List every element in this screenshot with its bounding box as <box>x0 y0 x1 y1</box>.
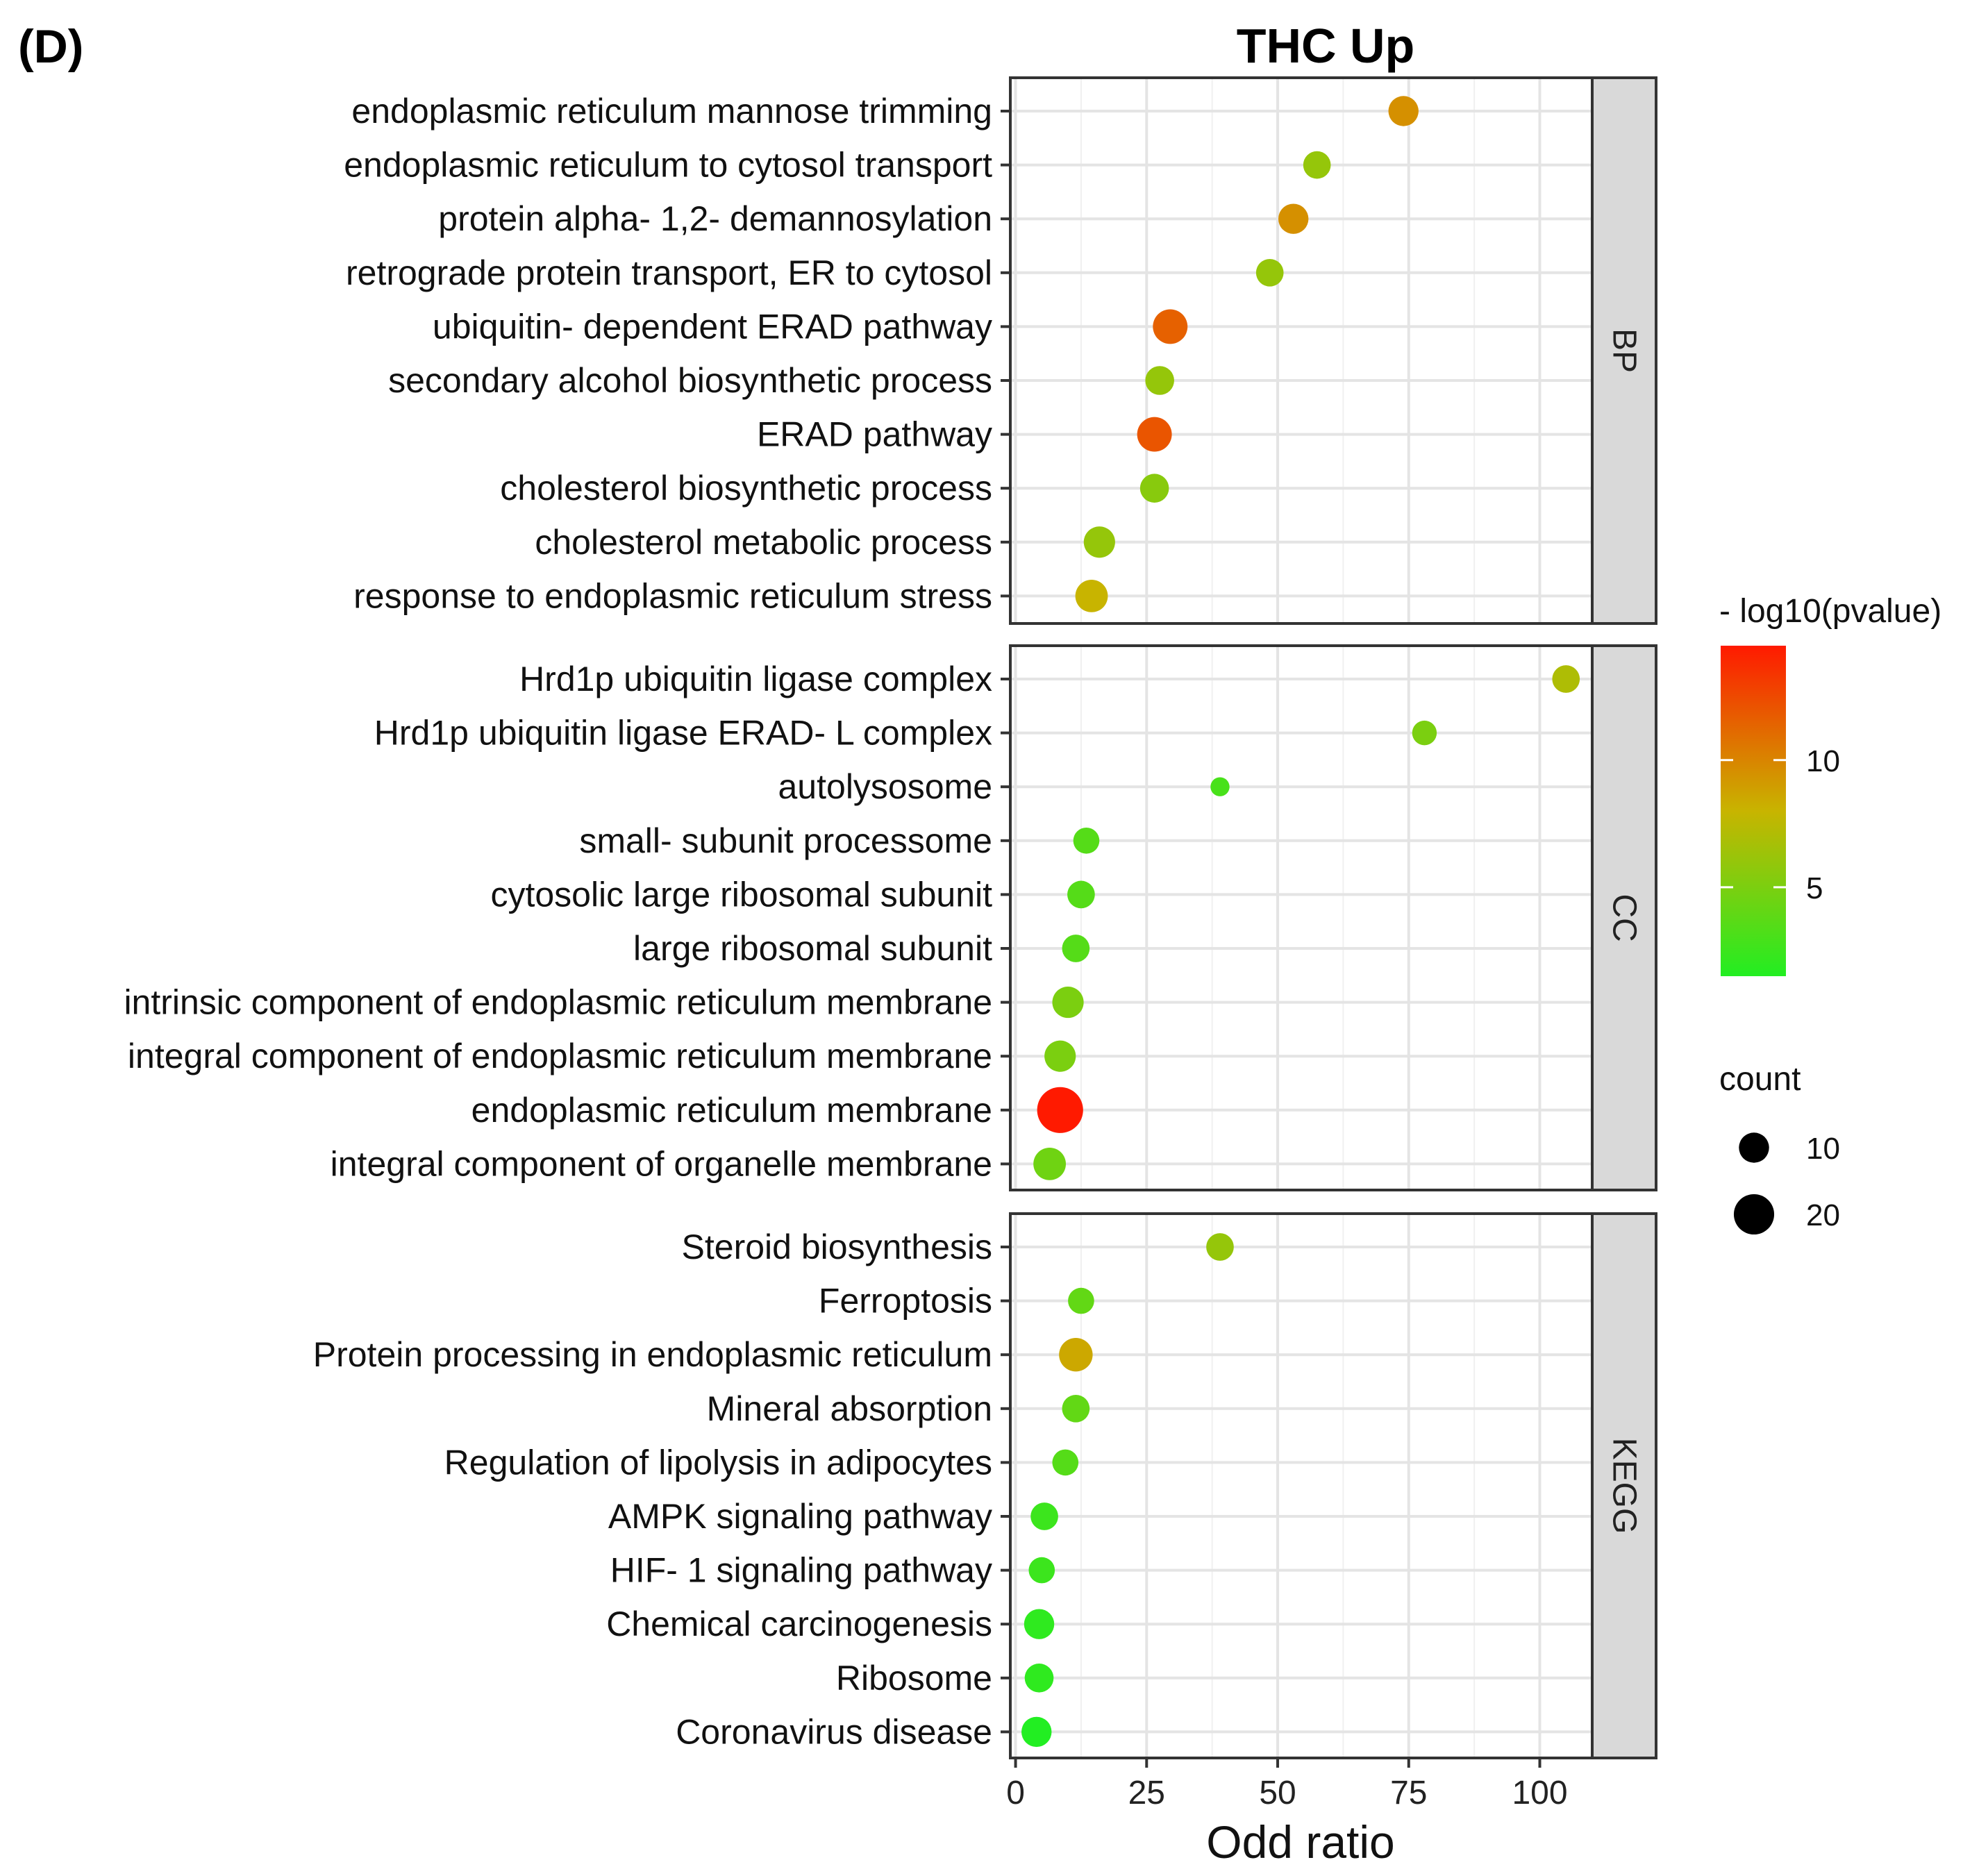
term-point: AMPK signaling pathway: 5.5 <box>1030 1502 1058 1530</box>
x-tick-label: 25 <box>1128 1775 1165 1811</box>
term-point: retrograde protein transport, ER to cyto… <box>1255 258 1284 287</box>
term-point: Ribosome: 4.5 <box>1024 1664 1054 1693</box>
term-label: retrograde protein transport, ER to cyto… <box>346 253 992 292</box>
facet-strip <box>1591 76 1657 625</box>
term-point: ubiquitin- dependent ERAD pathway: 29.5 <box>1153 309 1188 344</box>
term-point: Coronavirus disease: 4 <box>1021 1716 1052 1748</box>
term-point: endoplasmic reticulum to cytosol transpo… <box>1303 151 1331 179</box>
term-label: ubiquitin- dependent ERAD pathway <box>433 307 992 346</box>
term-point: cholesterol biosynthetic process: 26.5 <box>1139 474 1169 503</box>
panel-label: (D) <box>18 20 83 73</box>
term-point: secondary alcohol biosynthetic process: … <box>1145 366 1174 395</box>
term-point: cytosolic large ribosomal subunit: 12.5 <box>1067 880 1095 909</box>
term-point: ERAD pathway: 26.5 <box>1137 417 1172 452</box>
term-label: Coronavirus disease <box>676 1712 992 1751</box>
x-tick-label: 50 <box>1259 1775 1296 1811</box>
term-point: Ferroptosis: 12.5 <box>1068 1287 1094 1314</box>
term-point: Regulation of lipolysis in adipocytes: 9… <box>1052 1449 1079 1476</box>
term-label: Hrd1p ubiquitin ligase complex <box>519 660 992 698</box>
term-point: autolysosome: 39 <box>1210 777 1230 796</box>
size-legend-label: 10 <box>1806 1132 1840 1166</box>
term-point: Mineral absorption: 11.5 <box>1062 1394 1090 1423</box>
term-label: intrinsic component of endoplasmic retic… <box>124 983 992 1022</box>
size-legend-label: 20 <box>1806 1198 1840 1232</box>
x-tick-label: 75 <box>1390 1775 1427 1811</box>
facet-kegg: Steroid biosynthesis Steroid biosynthesis… <box>313 1212 1657 1759</box>
term-label: Ribosome <box>836 1659 992 1698</box>
term-point: Hrd1p ubiquitin ligase ERAD- L complex: … <box>1412 720 1437 746</box>
term-point: endoplasmic reticulum mannose trimming: … <box>1388 96 1419 126</box>
term-label: HIF- 1 signaling pathway <box>610 1551 992 1590</box>
term-label: Regulation of lipolysis in adipocytes <box>444 1443 992 1482</box>
color-legend-title: - log10(pvalue) <box>1719 593 1941 630</box>
size-legend-key <box>1739 1132 1769 1163</box>
x-tick-label: 0 <box>1006 1775 1025 1811</box>
x-axis-title: Odd ratio <box>1206 1816 1394 1868</box>
term-label: large ribosomal subunit <box>633 929 992 968</box>
term-point: Hrd1p ubiquitin ligase complex: 105 <box>1552 665 1580 693</box>
term-label: cholesterol biosynthetic process <box>500 469 992 508</box>
term-label: protein alpha- 1,2- demannosylation <box>438 199 992 238</box>
term-label: endoplasmic reticulum to cytosol transpo… <box>344 146 992 185</box>
x-tick-label: 100 <box>1512 1775 1567 1811</box>
colorbar-tick-label: 10 <box>1806 744 1840 778</box>
term-label: secondary alcohol biosynthetic process <box>388 361 992 400</box>
term-label: autolysosome <box>778 767 993 806</box>
colorbar-tick-label: 5 <box>1806 871 1823 905</box>
facet-strip-label: KEGG <box>1606 1438 1643 1534</box>
chart-title: THC Up <box>1237 19 1415 73</box>
term-label: cytosolic large ribosomal subunit <box>490 875 992 914</box>
term-label: endoplasmic reticulum mannose trimming <box>351 92 992 131</box>
term-point: intrinsic component of endoplasmic retic… <box>1052 987 1084 1019</box>
term-point: protein alpha- 1,2- demannosylation: 53 <box>1278 203 1309 234</box>
term-label: Steroid biosynthesis <box>682 1228 992 1266</box>
panel-background <box>1010 1214 1592 1758</box>
colorbar <box>1721 646 1786 976</box>
facet-strip <box>1591 644 1657 1191</box>
term-label: Ferroptosis <box>819 1282 992 1321</box>
facet-strip-label: BP <box>1606 328 1643 373</box>
facets-layer: endoplasmic reticulum mannose trimming en… <box>124 76 1657 1759</box>
term-point: cholesterol metabolic process: 16 <box>1083 526 1115 558</box>
term-point: small- subunit processome: 13.5 <box>1073 827 1100 854</box>
term-point: integral component of endoplasmic reticu… <box>1044 1040 1076 1072</box>
term-label: Chemical carcinogenesis <box>606 1605 992 1643</box>
term-label: Protein processing in endoplasmic reticu… <box>313 1335 992 1374</box>
term-label: ERAD pathway <box>757 415 992 454</box>
term-point: HIF- 1 signaling pathway: 5 <box>1028 1557 1055 1584</box>
term-label: integral component of organelle membrane <box>331 1144 992 1183</box>
x-axis: 0 25 50 75 100 <box>1006 1758 1568 1811</box>
term-label: integral component of endoplasmic reticu… <box>128 1037 992 1075</box>
term-label: response to endoplasmic reticulum stress <box>353 576 992 615</box>
size-legend-title: count <box>1719 1061 1801 1098</box>
facet-cc: Hrd1p ubiquitin ligase complex Hrd1p ubiq… <box>124 644 1657 1191</box>
term-label: Mineral absorption <box>707 1389 992 1428</box>
facet-strip <box>1591 1212 1657 1759</box>
term-label: Hrd1p ubiquitin ligase ERAD- L complex <box>374 714 992 753</box>
term-point: large ribosomal subunit: 11.5 <box>1062 935 1090 962</box>
term-point: endoplasmic reticulum membrane: 8.5 <box>1037 1087 1083 1133</box>
panel-background <box>1010 646 1592 1190</box>
term-label: small- subunit processome <box>579 821 992 860</box>
term-label: AMPK signaling pathway <box>608 1497 992 1536</box>
term-point: Steroid biosynthesis: 39 <box>1206 1233 1234 1261</box>
term-label: endoplasmic reticulum membrane <box>471 1091 992 1130</box>
term-point: integral component of organelle membrane… <box>1033 1148 1067 1180</box>
term-label: cholesterol metabolic process <box>535 523 992 562</box>
facet-bp: endoplasmic reticulum mannose trimming en… <box>344 76 1657 625</box>
term-point: Protein processing in endoplasmic reticu… <box>1059 1338 1093 1372</box>
size-legend-key <box>1733 1194 1775 1235</box>
term-point: response to endoplasmic reticulum stress… <box>1075 580 1108 612</box>
facet-strip-label: CC <box>1606 894 1643 941</box>
term-point: Chemical carcinogenesis: 4.5 <box>1024 1609 1055 1639</box>
